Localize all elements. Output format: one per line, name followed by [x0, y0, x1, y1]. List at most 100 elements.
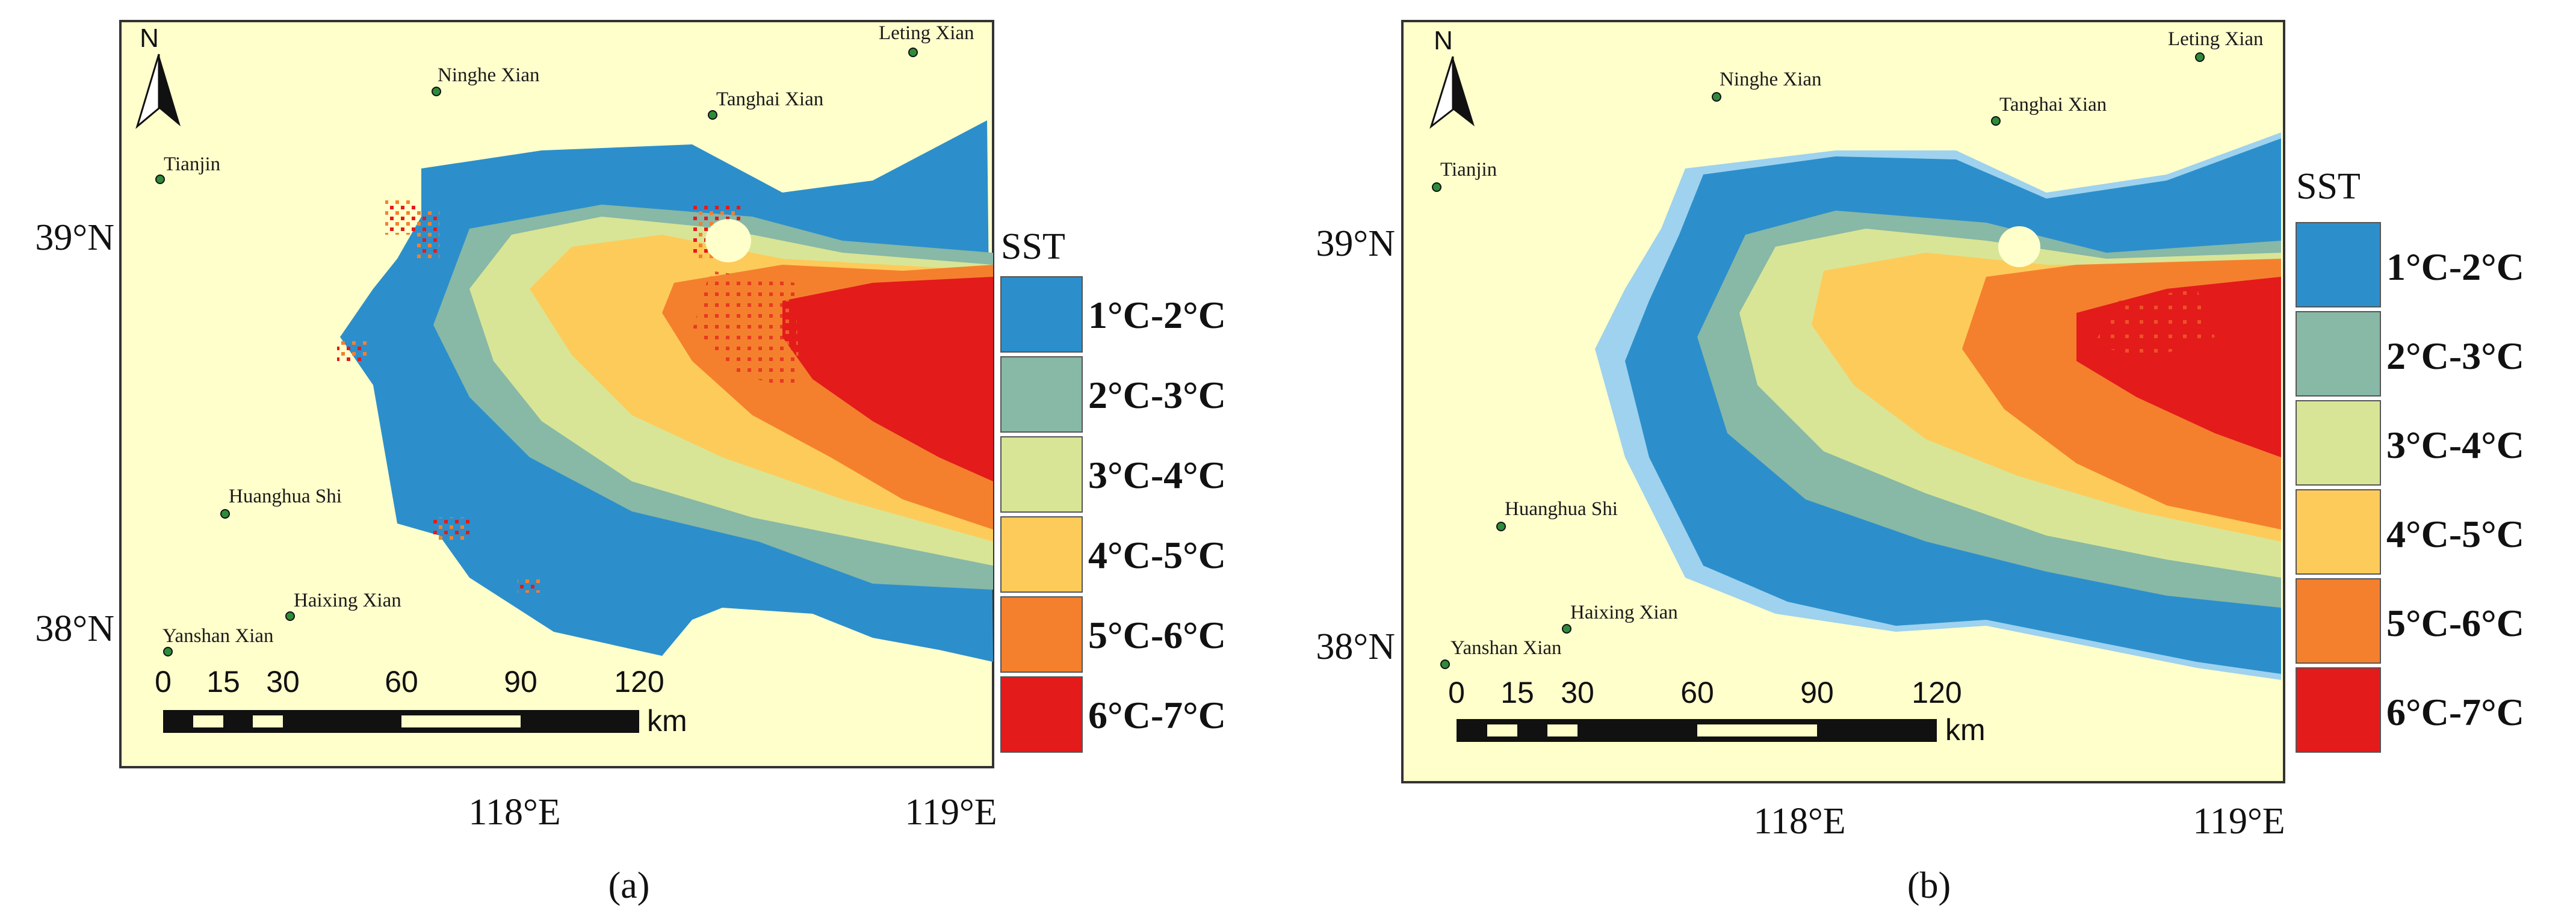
place-haixing-b: Haixing Xian: [1570, 602, 1678, 623]
place-markers-b: Leting Xian Ninghe Xian Tanghai Xian Tia…: [1432, 28, 2264, 669]
sst-speckle-a: [692, 271, 800, 391]
site-marker: [220, 509, 230, 519]
scale-tick-a-4: 90: [504, 665, 537, 699]
scale-tick-b-2: 30: [1561, 676, 1594, 709]
legend-swatch-a-2: [1000, 356, 1083, 433]
legend-label-a-3: 3°C-4°C: [1088, 454, 1226, 496]
legend-swatch-b-1: [2296, 222, 2381, 307]
panel-a: N Leting Xian Ninghe Xian Tanghai Xian T…: [35, 20, 1226, 906]
axis-labels-b: 39°N 38°N 118°E 119°E (b): [1316, 223, 2285, 906]
north-arrow-b: N: [1429, 26, 1475, 129]
scale-tick-a-0: 0: [155, 665, 172, 699]
hotspot-a-4: [337, 340, 367, 361]
place-tanghai-a: Tanghai Xian: [716, 88, 823, 110]
north-label-a: N: [140, 23, 159, 53]
scale-seg: [253, 715, 283, 727]
legend-label-b-6: 6°C-7°C: [2386, 691, 2524, 733]
legend-a: SST 1°C-2°C 2°C-3°C 3°C-4°C 4°C-5°C 5°C-…: [1000, 226, 1226, 753]
legend-title-a: SST: [1001, 226, 1065, 267]
lat-label-b-39: 39°N: [1316, 223, 1395, 264]
legend-label-b-4: 4°C-5°C: [2386, 513, 2524, 555]
legend-swatch-a-5: [1000, 596, 1083, 673]
legend-swatch-a-1: [1000, 276, 1083, 353]
legend-swatch-a-6: [1000, 676, 1083, 753]
scale-seg: [1697, 724, 1817, 736]
north-arrow-icon-fill: [1453, 57, 1475, 126]
scale-seg: [1457, 719, 1937, 742]
site-marker: [163, 647, 173, 656]
sst-band-6-a: [782, 277, 993, 481]
lon-label-b-118: 118°E: [1753, 801, 1845, 842]
scale-tick-a-3: 60: [385, 665, 418, 699]
place-ninghe-b: Ninghe Xian: [1720, 69, 1822, 90]
legend-label-b-5: 5°C-6°C: [2386, 602, 2524, 644]
legend-label-a-1: 1°C-2°C: [1088, 294, 1226, 336]
lat-label-a-38: 38°N: [35, 608, 114, 649]
harbor-a: [705, 219, 751, 262]
lat-label-b-38: 38°N: [1316, 626, 1395, 667]
legend-swatch-b-2: [2296, 311, 2381, 397]
legend-label-a-2: 2°C-3°C: [1088, 374, 1226, 416]
legend-swatch-b-5: [2296, 578, 2381, 664]
hotspot-a-1: [385, 199, 415, 235]
site-marker: [432, 87, 441, 96]
sst-field-b: [1595, 132, 2281, 680]
sst-field-a: [340, 120, 993, 662]
scale-tick-b-1: 15: [1500, 676, 1534, 709]
scale-seg: [1487, 724, 1517, 736]
scale-tick-b-5: 120: [1912, 676, 1961, 709]
place-leting-b: Leting Xian: [2168, 28, 2264, 50]
lon-label-a-119: 119°E: [905, 792, 997, 833]
place-huanghua-b: Huanghua Shi: [1505, 498, 1618, 520]
scale-seg: [193, 715, 223, 727]
site-marker: [285, 611, 295, 621]
caption-b: (b): [1907, 865, 1951, 906]
place-tanghai-b: Tanghai Xian: [1999, 94, 2107, 116]
north-label-b: N: [1434, 26, 1453, 55]
legend-label-b-2: 2°C-3°C: [2386, 335, 2524, 377]
lon-label-a-118: 118°E: [468, 792, 560, 833]
scale-tick-a-1: 15: [206, 665, 240, 699]
hotspot-a-5: [433, 517, 469, 542]
legend-label-a-4: 4°C-5°C: [1088, 534, 1226, 576]
legend-swatch-b-3: [2296, 400, 2381, 486]
site-marker: [2195, 52, 2205, 62]
site-marker: [1991, 116, 2001, 126]
legend-label-a-6: 6°C-7°C: [1088, 694, 1226, 736]
panel-b: N Leting Xian Ninghe Xian Tanghai Xian T…: [1316, 20, 2524, 906]
scale-tick-b-4: 90: [1800, 676, 1834, 709]
coastal-hotspots-a: [337, 199, 751, 593]
place-markers-a: Leting Xian Ninghe Xian Tanghai Xian Tia…: [155, 22, 974, 656]
place-ninghe-a: Ninghe Xian: [438, 64, 540, 86]
axis-labels-a: 39°N 38°N 118°E 119°E (a): [35, 217, 997, 906]
scale-bar-a: 0 15 30 60 90 120 km: [155, 665, 687, 738]
hotspot-a-2: [415, 211, 439, 259]
north-arrow-a: N: [135, 23, 181, 129]
legend-swatch-b-6: [2296, 667, 2381, 753]
site-marker: [1562, 624, 1571, 634]
site-marker: [155, 174, 165, 184]
site-marker: [908, 48, 918, 57]
legend-label-b-1: 1°C-2°C: [2386, 245, 2524, 288]
place-yanshan-a: Yanshan Xian: [163, 625, 274, 647]
lat-label-a-39: 39°N: [35, 217, 114, 258]
hotspot-a-6: [518, 578, 542, 593]
legend-swatch-b-4: [2296, 489, 2381, 575]
site-marker: [1496, 522, 1506, 531]
legend-label-b-3: 3°C-4°C: [2386, 424, 2524, 466]
site-marker: [1712, 92, 1721, 102]
scale-seg: [1547, 724, 1577, 736]
lon-label-b-119: 119°E: [2193, 801, 2285, 842]
scale-unit-b: km: [1945, 713, 1986, 747]
scale-seg: [163, 710, 639, 733]
scale-tick-a-2: 30: [266, 665, 300, 699]
caption-a: (a): [608, 865, 650, 906]
scale-tick-b-0: 0: [1448, 676, 1465, 709]
place-tianjin-a: Tianjin: [164, 153, 220, 175]
scale-unit-a: km: [647, 704, 687, 738]
site-marker: [708, 110, 717, 120]
legend-label-a-5: 5°C-6°C: [1088, 614, 1226, 656]
place-yanshan-b: Yanshan Xian: [1451, 637, 1562, 659]
scale-tick-a-5: 120: [614, 665, 664, 699]
place-huanghua-a: Huanghua Shi: [229, 486, 342, 507]
